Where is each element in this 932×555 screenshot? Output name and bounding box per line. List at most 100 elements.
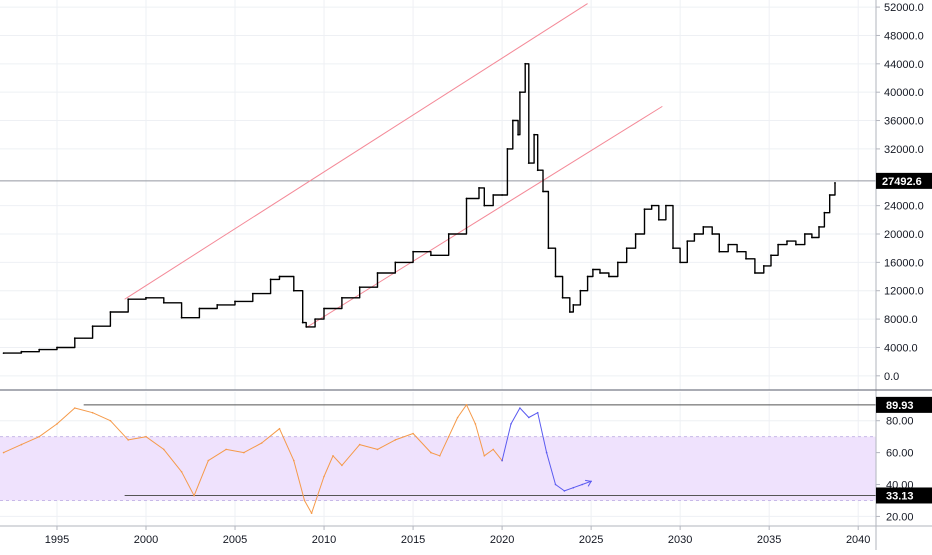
price-point <box>358 286 361 289</box>
oscillator-point-actual <box>412 432 414 435</box>
price-point <box>323 307 325 310</box>
oscillator-point-actual <box>278 427 281 430</box>
y-tick-label: 40000.0 <box>884 87 924 99</box>
price-point <box>465 197 468 200</box>
price-point <box>483 204 486 207</box>
price-panel[interactable] <box>0 3 876 354</box>
y-tick-label: 48000.0 <box>884 30 924 42</box>
price-point <box>517 133 519 136</box>
oscillator-point-actual <box>207 459 210 462</box>
price-point <box>91 325 94 328</box>
price-point <box>686 240 689 243</box>
price-point <box>786 240 788 243</box>
price-point <box>73 337 76 340</box>
price-point <box>718 250 721 253</box>
price-point <box>305 326 308 328</box>
price-point <box>269 278 272 281</box>
price-point <box>501 194 503 196</box>
price-point <box>608 275 610 278</box>
oscillator-point-projection <box>554 483 557 486</box>
x-tick-label: 2030 <box>668 534 692 546</box>
osc-tick-label: 80.00 <box>886 416 914 428</box>
oscillator-series-actual[interactable] <box>3 404 503 514</box>
oscillator-point-projection <box>563 490 566 492</box>
price-point <box>478 187 480 189</box>
y-tick-label: 24000.0 <box>884 201 924 213</box>
oscillator-point-actual <box>358 443 361 446</box>
price-point <box>818 226 820 228</box>
oscillator-point-projection <box>536 411 539 414</box>
oscillator-point-actual <box>38 435 40 438</box>
price-point <box>533 133 535 136</box>
high-value-badge <box>876 396 932 413</box>
y-tick-label: 36000.0 <box>884 116 924 128</box>
price-point <box>180 316 183 319</box>
oscillator-point-actual <box>430 451 432 454</box>
oscillator-point-actual <box>341 464 343 467</box>
oscillator-point-actual <box>163 448 165 451</box>
lower-channel-line[interactable] <box>305 105 663 329</box>
price-point <box>672 247 674 250</box>
oscillator-point-actual <box>332 455 334 457</box>
price-point <box>234 300 236 303</box>
oscillator-point-actual <box>394 439 397 441</box>
oscillator-point-actual <box>293 459 295 462</box>
price-point <box>657 218 660 221</box>
oscillator-point-actual <box>465 404 468 406</box>
price-point <box>447 233 450 235</box>
price-point <box>341 296 343 299</box>
price-point <box>506 148 509 150</box>
price-point <box>643 208 646 211</box>
oscillator-point-actual <box>145 435 147 438</box>
price-point <box>394 261 397 264</box>
price-point <box>592 268 594 271</box>
price-point <box>524 62 527 65</box>
oscillator-point-actual <box>303 499 306 502</box>
price-point <box>803 233 806 235</box>
price-point <box>616 261 619 264</box>
price-series-line[interactable] <box>3 63 836 354</box>
high-value-label: 89.93 <box>886 400 914 412</box>
oscillator-point-actual <box>180 471 183 473</box>
price-point <box>693 233 696 235</box>
y-tick-label: 0.0 <box>884 371 899 383</box>
price-point <box>572 304 575 306</box>
price-point <box>527 162 530 165</box>
price-point <box>823 211 826 214</box>
price-point <box>109 311 112 313</box>
oscillator-point-actual <box>56 423 58 425</box>
y-tick-label: 44000.0 <box>884 59 924 71</box>
price-point <box>301 321 304 324</box>
price-point <box>665 204 667 207</box>
oscillator-point-actual <box>74 407 76 409</box>
oscillator-panel[interactable] <box>0 404 876 514</box>
price-point <box>38 348 41 351</box>
price-point <box>127 298 130 301</box>
oscillator-point-actual <box>310 512 313 514</box>
oscillator-point-projection <box>501 459 503 462</box>
x-tick-label: 2025 <box>579 534 603 546</box>
price-point <box>828 194 831 196</box>
price-point <box>292 289 295 292</box>
oscillator-point-projection <box>581 483 583 486</box>
price-point <box>145 296 147 299</box>
current-price-badge <box>876 172 932 189</box>
price-point <box>770 254 772 257</box>
low-value-label: 33.13 <box>886 490 914 502</box>
x-tick-label: 2005 <box>223 534 247 546</box>
price-point <box>625 247 628 250</box>
price-point <box>376 272 379 274</box>
price-point <box>2 352 5 354</box>
oscillator-point-actual <box>474 423 477 425</box>
price-point <box>542 190 544 193</box>
oscillator-point-actual <box>127 439 129 441</box>
price-point <box>251 292 254 295</box>
price-point <box>547 247 550 250</box>
oscillator-point-actual <box>91 411 94 414</box>
oscillator-point-actual <box>225 448 227 451</box>
upper-channel-line[interactable] <box>124 3 588 300</box>
y-tick-label: 4000.0 <box>884 342 918 354</box>
x-tick-label: 1995 <box>45 534 69 546</box>
